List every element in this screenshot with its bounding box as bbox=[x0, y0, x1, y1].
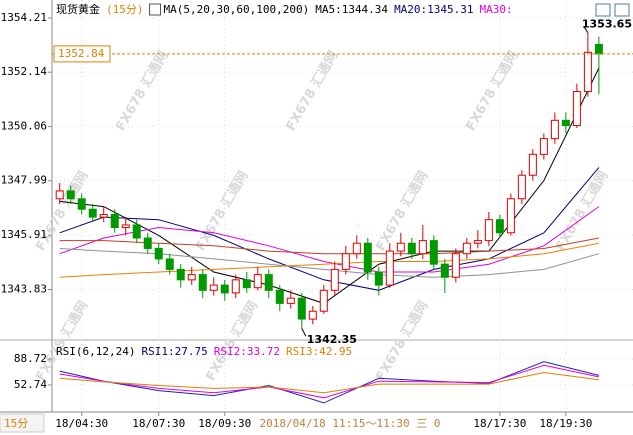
ma-line bbox=[59, 248, 600, 278]
candle-body bbox=[462, 242, 471, 255]
legend-text: MA30: bbox=[480, 3, 513, 16]
candle-body bbox=[330, 268, 339, 291]
x-tick-label: 18/07:30 bbox=[132, 417, 185, 430]
candle-body bbox=[286, 297, 295, 304]
x-tick-label: 18/17:30 bbox=[473, 417, 526, 430]
y-tick-label: 1347.99 bbox=[1, 174, 47, 187]
candle-body bbox=[132, 224, 141, 239]
candle-body bbox=[77, 198, 86, 210]
candle-body bbox=[352, 242, 361, 255]
candle-body bbox=[539, 138, 548, 155]
candle-body bbox=[429, 240, 438, 265]
y-tick-label: 1350.06 bbox=[1, 120, 47, 133]
window-icons[interactable] bbox=[595, 3, 630, 17]
candle-body bbox=[253, 274, 262, 289]
icon-box[interactable] bbox=[595, 3, 611, 17]
candle-body bbox=[231, 279, 240, 294]
candle-body bbox=[506, 198, 515, 234]
candle-body bbox=[517, 174, 526, 200]
candle-body bbox=[440, 263, 449, 278]
high-pointer bbox=[583, 26, 589, 33]
y-tick-label: 52.74 bbox=[14, 378, 47, 391]
y-tick-label: 1343.83 bbox=[1, 283, 47, 296]
low-label: 1342.35 bbox=[307, 333, 357, 346]
candle-body bbox=[484, 219, 493, 242]
legend-text: (15分) bbox=[106, 3, 144, 16]
candle-body bbox=[363, 242, 372, 273]
candle-body bbox=[550, 119, 559, 140]
candle-body bbox=[297, 297, 306, 320]
ma-line bbox=[59, 237, 599, 255]
x-tick-label: 18/19:30 bbox=[539, 417, 592, 430]
icon-box[interactable] bbox=[614, 3, 630, 17]
candle-body bbox=[396, 242, 405, 252]
candle-body bbox=[561, 119, 570, 127]
candle-body bbox=[154, 247, 163, 260]
last-price-label: 1352.84 bbox=[58, 47, 105, 60]
y-tick-label: 88.72 bbox=[14, 352, 47, 365]
candle-body bbox=[594, 43, 603, 55]
indicator-checkbox bbox=[149, 3, 161, 16]
legend-text: MA(5,20,30,60,100,200) bbox=[164, 3, 310, 16]
legend-text: MA20:1345.31 bbox=[394, 3, 473, 16]
candle-body bbox=[528, 153, 537, 176]
legend-text: RSI3:42.95 bbox=[286, 345, 352, 358]
candle-body bbox=[495, 219, 504, 234]
candle-body bbox=[583, 51, 592, 93]
candle-body bbox=[165, 258, 174, 270]
candle-body bbox=[66, 190, 75, 200]
low-pointer bbox=[301, 328, 307, 337]
candle-body bbox=[220, 284, 229, 294]
candle-body bbox=[88, 208, 97, 218]
candle-body bbox=[143, 237, 152, 249]
period-button-label[interactable]: 15分 bbox=[4, 417, 28, 430]
candle-body bbox=[242, 279, 251, 289]
high-label: 1353.65 bbox=[582, 18, 632, 31]
y-tick-label: 1345.91 bbox=[1, 228, 47, 241]
candle-body bbox=[198, 274, 207, 291]
legend-text: MA5:1344.34 bbox=[315, 3, 388, 16]
rsi-line bbox=[59, 371, 599, 394]
candle-body bbox=[572, 91, 581, 127]
candle-body bbox=[451, 253, 460, 278]
candle-body bbox=[319, 289, 328, 312]
candle-body bbox=[275, 289, 284, 304]
candle-body bbox=[374, 271, 383, 286]
candle-body bbox=[121, 224, 130, 229]
legend-text: RSI(6,12,24) bbox=[56, 345, 135, 358]
legend-text: RSI2:33.72 bbox=[214, 345, 280, 358]
candle-body bbox=[187, 274, 196, 281]
rsi-line bbox=[59, 364, 600, 399]
candle-body bbox=[110, 213, 119, 229]
candle-body bbox=[407, 242, 416, 255]
candle-body bbox=[264, 274, 273, 291]
candle-body bbox=[385, 250, 394, 286]
candle-body bbox=[341, 253, 350, 270]
candle-body bbox=[308, 310, 317, 320]
candle-body bbox=[99, 213, 108, 218]
candle-body bbox=[418, 240, 427, 255]
x-tick-label: 18/09:30 bbox=[198, 417, 251, 430]
rsi-line bbox=[59, 361, 600, 404]
last-price-box bbox=[53, 45, 111, 63]
cursor-info: 2018/04/18 11:15～11:30 三 0 bbox=[260, 417, 441, 430]
candle-body bbox=[176, 268, 185, 281]
candle-body bbox=[55, 190, 64, 200]
y-tick-label: 1354.21 bbox=[1, 11, 47, 24]
legend-text: 现货黄金 bbox=[56, 2, 100, 16]
y-tick-label: 1352.14 bbox=[1, 65, 48, 78]
ma-line bbox=[59, 242, 599, 278]
x-tick-label: 18/04:30 bbox=[55, 417, 108, 430]
candle-body bbox=[209, 284, 218, 291]
candle-body bbox=[473, 240, 482, 244]
legend-text: RSI1:27.75 bbox=[141, 345, 207, 358]
period-button[interactable] bbox=[0, 413, 45, 433]
